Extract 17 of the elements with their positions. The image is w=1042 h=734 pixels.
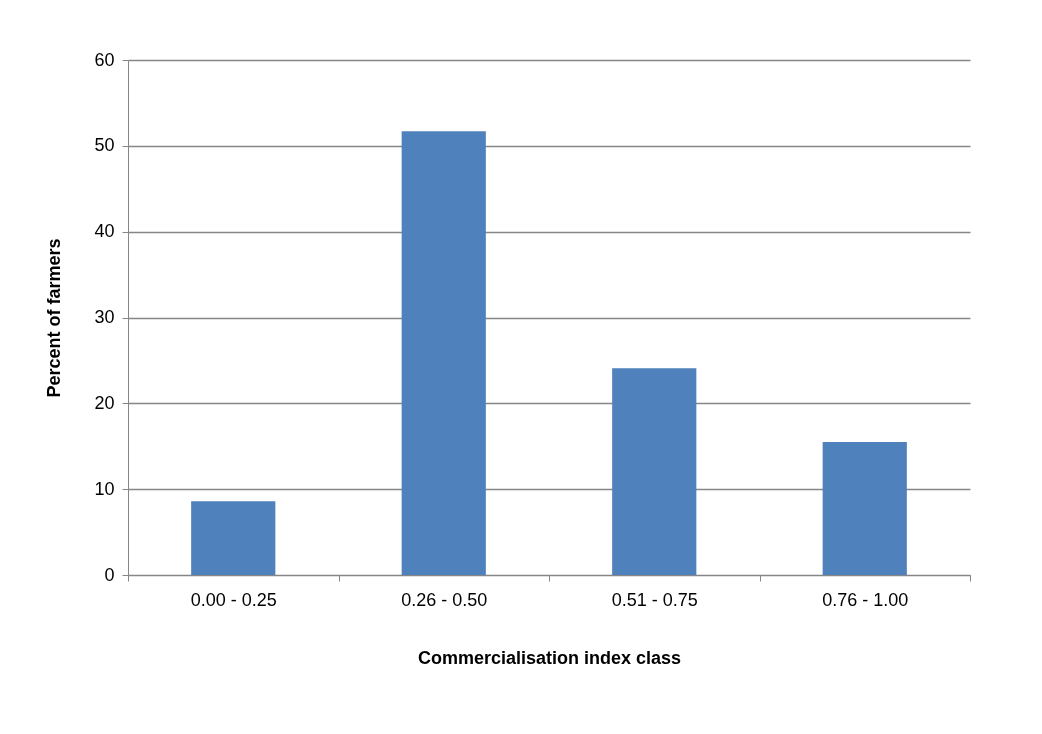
- y-tick-label: 30: [94, 307, 115, 327]
- y-tick-label: 20: [94, 392, 115, 413]
- x-tick-label: 0.00 - 0.25: [190, 589, 277, 610]
- y-tick-label: 50: [94, 135, 115, 156]
- bar: [822, 441, 907, 575]
- x-axis-title: Commercialisation index class: [417, 647, 682, 668]
- x-tick-label: 0.51 - 0.75: [611, 589, 698, 610]
- y-tick-label: 60: [94, 49, 115, 70]
- bar: [191, 501, 276, 575]
- y-tick-label: 10: [94, 478, 115, 499]
- bar: [612, 368, 697, 575]
- y-tick-label: 40: [94, 221, 115, 242]
- x-tick-label: 0.26 - 0.50: [401, 589, 488, 610]
- x-tick-label: 0.76 - 1.00: [822, 589, 909, 610]
- bar: [401, 131, 486, 575]
- y-tick-label: 0: [104, 564, 115, 585]
- y-axis-title: Percent of farmers: [44, 238, 65, 398]
